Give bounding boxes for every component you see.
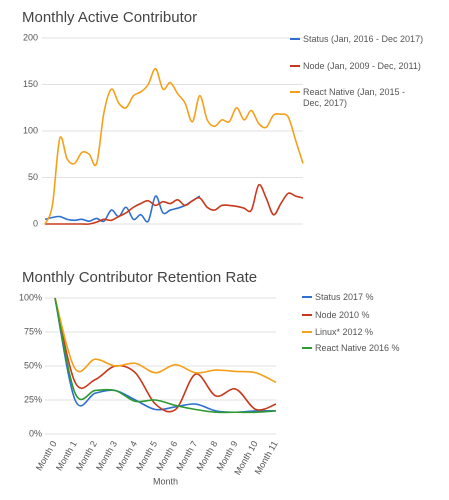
legend-entry: Status (Jan, 2016 - Dec 2017) [290, 34, 425, 45]
chart-title: Monthly Active Contributor [22, 9, 197, 26]
legend-entry: React Native 2016 % [302, 343, 437, 354]
series-line [45, 183, 304, 225]
y-tick-label: 100% [19, 292, 42, 302]
y-tick-label: 100 [23, 125, 38, 135]
series-line [44, 67, 304, 225]
legend-swatch [290, 38, 300, 40]
y-tick-label: 75% [24, 326, 42, 336]
series-line [54, 297, 277, 413]
series-line [54, 297, 277, 384]
legend-entry: React Native (Jan, 2015 - Dec, 2017) [290, 87, 425, 109]
legend-swatch [302, 314, 312, 316]
series-line [44, 195, 201, 223]
legend-entry: Node (Jan, 2009 - Dec, 2011) [290, 61, 425, 72]
legend-entry: Status 2017 % [302, 292, 437, 303]
legend-entry: Node 2010 % [302, 310, 437, 321]
y-tick-label: 0 [33, 218, 38, 228]
legend-label: Status (Jan, 2016 - Dec 2017) [303, 34, 424, 44]
legend-swatch [302, 296, 312, 298]
y-tick-label: 50 [28, 172, 38, 182]
legend-swatch [290, 91, 300, 93]
legend-entry: Linux* 2012 % [302, 327, 437, 338]
legend-swatch [290, 65, 300, 67]
legend-label: Node (Jan, 2009 - Dec, 2011) [303, 61, 421, 71]
legend-label: React Native (Jan, 2015 - Dec, 2017) [303, 87, 406, 108]
y-tick-label: 0% [29, 428, 42, 438]
y-tick-label: 200 [23, 32, 38, 42]
chart-title: Monthly Contributor Retention Rate [22, 269, 257, 286]
legend-label: Status 2017 % [315, 292, 374, 302]
legend-label: Node 2010 % [315, 310, 370, 320]
series-line [54, 297, 277, 414]
legend-label: Linux* 2012 % [315, 327, 374, 337]
y-tick-label: 25% [24, 394, 42, 404]
x-axis-title: Month [153, 476, 178, 486]
y-tick-label: 150 [23, 79, 38, 89]
legend-label: React Native 2016 % [315, 343, 400, 353]
y-tick-label: 50% [24, 360, 42, 370]
legend-swatch [302, 347, 312, 349]
legend-swatch [302, 331, 312, 333]
